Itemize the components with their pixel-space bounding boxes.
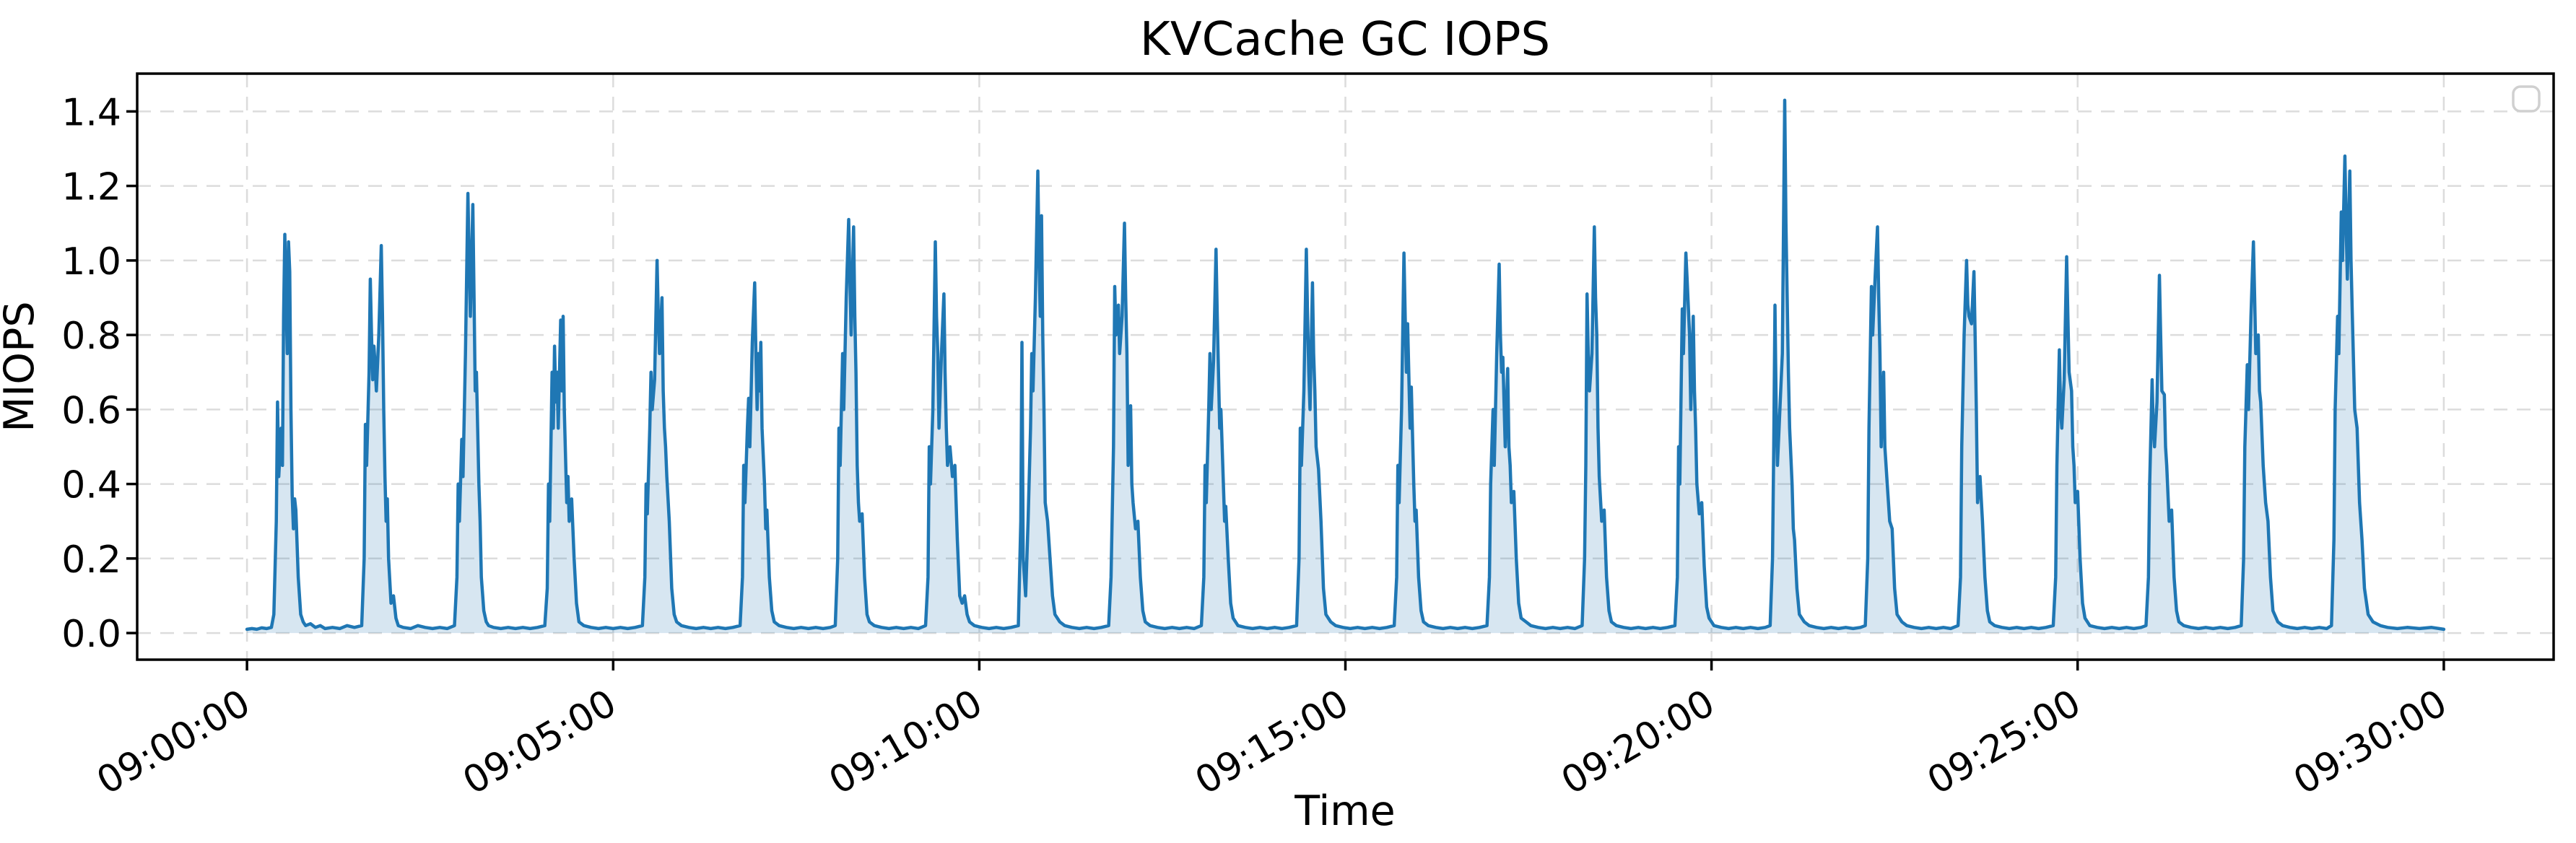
x-tick-label: 09:15:00 — [1188, 681, 1356, 803]
chart-title: KVCache GC IOPS — [1140, 13, 1550, 66]
y-tick-label: 0.8 — [61, 315, 121, 358]
y-axis-label: MIOPS — [0, 301, 43, 432]
x-tick-label: 09:20:00 — [1554, 681, 1722, 803]
x-axis-label: Time — [1294, 787, 1396, 835]
y-tick-label: 0.0 — [61, 613, 121, 656]
x-tick-label: 09:25:00 — [1920, 681, 2088, 803]
series-area-fill — [247, 100, 2444, 634]
x-tick-label: 09:30:00 — [2286, 681, 2454, 803]
x-tick-label: 09:00:00 — [90, 681, 257, 803]
y-tick-label: 0.2 — [61, 538, 121, 582]
y-tick-label: 0.6 — [61, 389, 121, 432]
y-tick-label: 1.4 — [61, 91, 121, 134]
x-tick-label: 09:10:00 — [822, 681, 990, 803]
legend-box — [2512, 85, 2541, 113]
y-tick-label: 0.4 — [61, 464, 121, 507]
y-tick-label: 1.2 — [61, 166, 121, 209]
plot-render-root: 09:00:00 09:05:00 09:10:00 09:15:00 09:20:00… — [61, 72, 2555, 803]
y-tick-label: 1.0 — [61, 240, 121, 284]
series-line — [245, 98, 2446, 632]
x-tick-label: 09:05:00 — [456, 681, 624, 803]
